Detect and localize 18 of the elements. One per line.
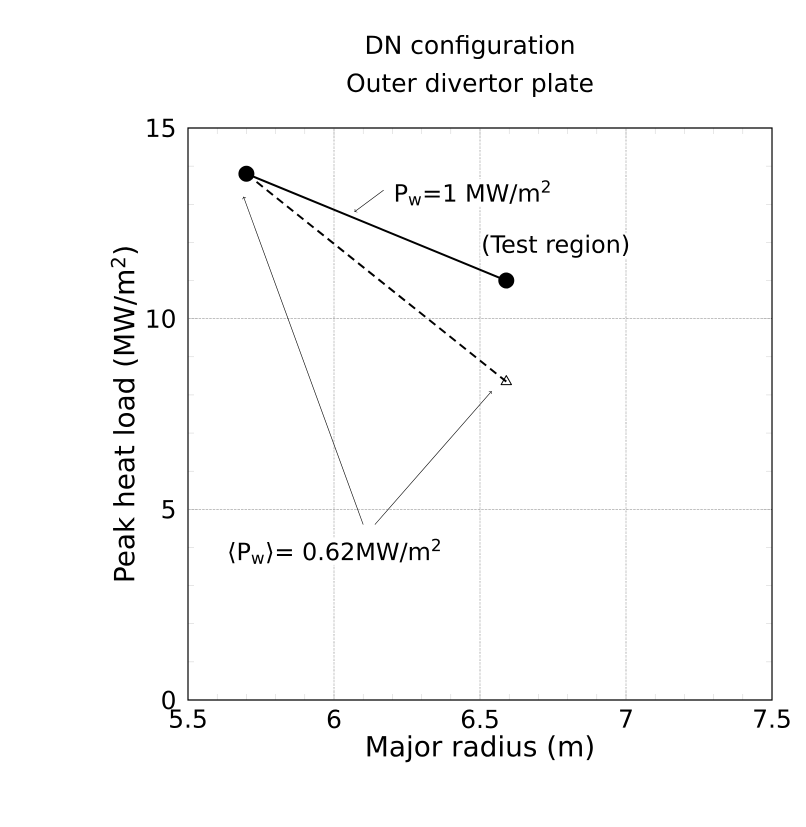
x-axis-title: Major radius (m) — [368, 735, 593, 762]
point — [238, 166, 254, 182]
x-tick-label: 7 — [620, 710, 632, 728]
x-tick-label: 5.5 — [170, 710, 206, 728]
x-tick-label: 6 — [328, 710, 340, 728]
point — [498, 272, 514, 289]
y-tick-label: 0 — [162, 690, 175, 710]
annotation: (Test region) — [483, 234, 628, 258]
chart-title: DN configuration — [366, 34, 574, 60]
annotation: ⟨P$_{w}$⟩= 0.62MW/m$^{2}$ — [229, 538, 440, 564]
annotation: P$_{w}$=1 MW/m$^{2}$ — [396, 180, 550, 206]
y-tick-label: 15 — [148, 118, 174, 138]
x-tick-label: 6.5 — [462, 710, 498, 728]
y-tick-label: 5 — [162, 500, 174, 519]
y-axis-title: Peak heat load (MW/m$^{2}$) — [110, 247, 138, 580]
chart-subtitle: Outer divertor plate — [347, 72, 593, 98]
x-tick-label: 7.5 — [754, 710, 790, 728]
y-tick-label: 10 — [148, 309, 175, 328]
